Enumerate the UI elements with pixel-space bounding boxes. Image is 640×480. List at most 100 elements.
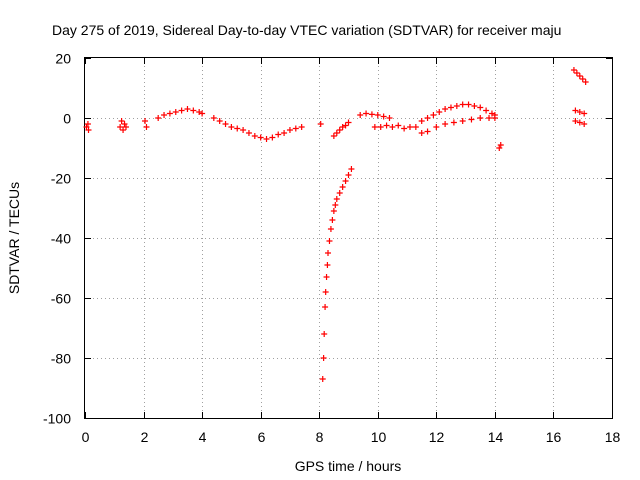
data-point bbox=[374, 112, 381, 118]
data-point bbox=[121, 121, 128, 127]
data-point bbox=[251, 133, 258, 139]
data-point bbox=[161, 112, 168, 118]
data-point bbox=[342, 122, 349, 129]
data-point bbox=[401, 125, 408, 132]
data-point bbox=[122, 124, 129, 130]
data-point bbox=[322, 289, 329, 295]
data-point bbox=[166, 110, 173, 117]
data-point bbox=[371, 124, 378, 130]
data-point bbox=[275, 131, 282, 138]
data-point bbox=[292, 125, 299, 132]
data-point bbox=[85, 127, 92, 133]
data-point bbox=[459, 118, 466, 124]
x-tick-label: 4 bbox=[199, 429, 207, 445]
x-tick-label: 12 bbox=[429, 429, 445, 445]
data-point bbox=[389, 124, 396, 130]
tick-labels: 0 2 4 6 8 10 12 14 16 18 -100 -80 -60 -40 -20 0 20 bbox=[43, 51, 621, 446]
data-point bbox=[319, 376, 326, 382]
data-point bbox=[281, 130, 288, 136]
data-point bbox=[368, 111, 375, 118]
data-point bbox=[471, 103, 478, 109]
data-point bbox=[336, 127, 343, 133]
data-point bbox=[491, 115, 498, 121]
data-point bbox=[120, 127, 127, 133]
data-point bbox=[573, 70, 580, 76]
data-point bbox=[570, 67, 577, 73]
data-point bbox=[447, 104, 454, 111]
data-point bbox=[576, 119, 583, 126]
data-point bbox=[450, 119, 457, 126]
data-point bbox=[324, 262, 331, 268]
data-point bbox=[436, 109, 443, 115]
data-point bbox=[395, 122, 402, 129]
data-point bbox=[345, 172, 352, 178]
data-point bbox=[257, 134, 264, 141]
data-point bbox=[118, 118, 125, 124]
x-tick-label: 2 bbox=[141, 429, 149, 445]
y-tick-label: -20 bbox=[51, 171, 71, 187]
data-point bbox=[240, 127, 247, 133]
data-point bbox=[330, 208, 337, 214]
data-point bbox=[581, 121, 588, 127]
data-point bbox=[477, 104, 484, 111]
data-point bbox=[333, 196, 340, 202]
x-tick-label: 18 bbox=[605, 429, 621, 445]
data-point bbox=[380, 113, 387, 120]
data-point bbox=[228, 124, 235, 130]
data-point bbox=[406, 124, 413, 130]
data-point bbox=[117, 124, 124, 130]
y-axis-label: SDTVAR / TECUs bbox=[6, 182, 22, 294]
data-point bbox=[234, 125, 241, 132]
data-point bbox=[143, 124, 150, 130]
data-point bbox=[348, 166, 355, 172]
y-tick-label: 0 bbox=[63, 111, 71, 127]
data-point bbox=[317, 121, 324, 127]
data-point bbox=[184, 106, 191, 112]
data-point bbox=[453, 103, 460, 109]
data-point bbox=[321, 331, 328, 337]
data-point bbox=[263, 136, 270, 142]
data-point bbox=[433, 124, 440, 130]
data-point bbox=[142, 118, 149, 124]
x-axis-label: GPS time / hours bbox=[295, 458, 402, 474]
x-tick-label: 6 bbox=[258, 429, 266, 445]
data-point bbox=[363, 110, 370, 117]
data-point bbox=[325, 250, 332, 256]
data-point bbox=[496, 145, 503, 151]
data-point bbox=[442, 121, 449, 127]
y-tick-label: -40 bbox=[51, 231, 71, 247]
data-point bbox=[323, 274, 330, 280]
data-point bbox=[322, 304, 329, 310]
data-point bbox=[412, 124, 419, 130]
data-point bbox=[582, 79, 589, 85]
data-point bbox=[418, 130, 425, 136]
data-point bbox=[468, 116, 475, 123]
data-point bbox=[172, 109, 179, 115]
data-point bbox=[286, 127, 293, 133]
data-point bbox=[357, 112, 364, 118]
data-point bbox=[576, 109, 583, 115]
y-tick-label: -60 bbox=[51, 291, 71, 307]
data-points bbox=[83, 67, 589, 382]
data-point bbox=[572, 118, 579, 124]
data-point bbox=[342, 178, 349, 184]
data-point bbox=[190, 107, 197, 114]
data-point bbox=[572, 107, 579, 114]
data-point bbox=[418, 118, 425, 124]
data-point bbox=[579, 76, 586, 82]
data-point bbox=[486, 115, 493, 121]
data-point bbox=[581, 110, 588, 117]
data-point bbox=[216, 118, 223, 124]
data-point bbox=[477, 115, 484, 121]
data-point bbox=[483, 107, 490, 114]
data-point bbox=[329, 217, 336, 223]
data-point bbox=[327, 226, 334, 232]
axis-ticks bbox=[85, 58, 613, 419]
data-point bbox=[383, 122, 390, 129]
data-point bbox=[199, 110, 206, 117]
y-tick-label: -100 bbox=[43, 411, 71, 427]
x-tick-label: 0 bbox=[82, 429, 90, 445]
data-point bbox=[465, 101, 472, 108]
data-point bbox=[245, 130, 252, 136]
